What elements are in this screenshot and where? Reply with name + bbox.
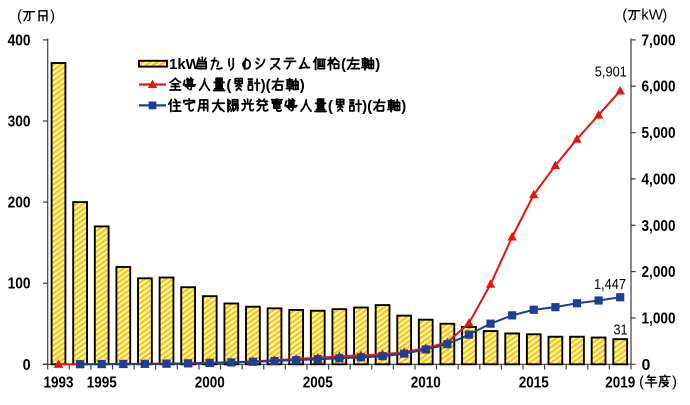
- svg-text:2005: 2005: [303, 374, 333, 391]
- svg-text:(: (: [17, 7, 22, 24]
- svg-text:300: 300: [8, 114, 31, 131]
- svg-text:2010: 2010: [411, 374, 441, 391]
- svg-text:1995: 1995: [87, 374, 117, 391]
- svg-text:6,000: 6,000: [642, 79, 676, 96]
- svg-text:4,000: 4,000: [642, 171, 676, 188]
- svg-text:1kW: 1kW: [169, 56, 201, 73]
- svg-text:(: (: [341, 56, 346, 73]
- svg-text:): ): [300, 77, 305, 94]
- svg-text:): ): [672, 373, 677, 390]
- svg-text:)(: )(: [261, 77, 271, 94]
- svg-text:1,447: 1,447: [594, 277, 626, 293]
- svg-text:2015: 2015: [519, 374, 549, 391]
- svg-text:7,000: 7,000: [642, 32, 676, 49]
- svg-text:(: (: [622, 6, 627, 23]
- svg-text:2,000: 2,000: [642, 264, 676, 281]
- svg-text:): ): [50, 7, 55, 24]
- svg-text:3,000: 3,000: [642, 218, 676, 235]
- svg-text:0: 0: [23, 357, 31, 374]
- svg-text:(: (: [639, 373, 644, 390]
- svg-text:)(: )(: [362, 98, 372, 115]
- svg-text:0: 0: [642, 357, 651, 374]
- svg-text:(: (: [226, 77, 231, 94]
- svg-text:5,901: 5,901: [595, 64, 627, 80]
- svg-text:): ): [375, 56, 380, 73]
- svg-text:(: (: [328, 98, 333, 115]
- svg-text:200: 200: [8, 195, 31, 212]
- svg-text:31: 31: [614, 323, 628, 339]
- svg-text:1993: 1993: [44, 374, 74, 391]
- svg-text:2000: 2000: [195, 374, 225, 391]
- svg-text:kW: kW: [641, 6, 664, 23]
- svg-text:): ): [662, 6, 667, 23]
- svg-text:100: 100: [8, 276, 31, 293]
- svg-text:5,000: 5,000: [642, 125, 676, 142]
- svg-text:400: 400: [8, 32, 31, 49]
- svg-text:): ): [401, 98, 406, 115]
- svg-text:2019: 2019: [605, 374, 635, 391]
- svg-text:1,000: 1,000: [642, 311, 676, 328]
